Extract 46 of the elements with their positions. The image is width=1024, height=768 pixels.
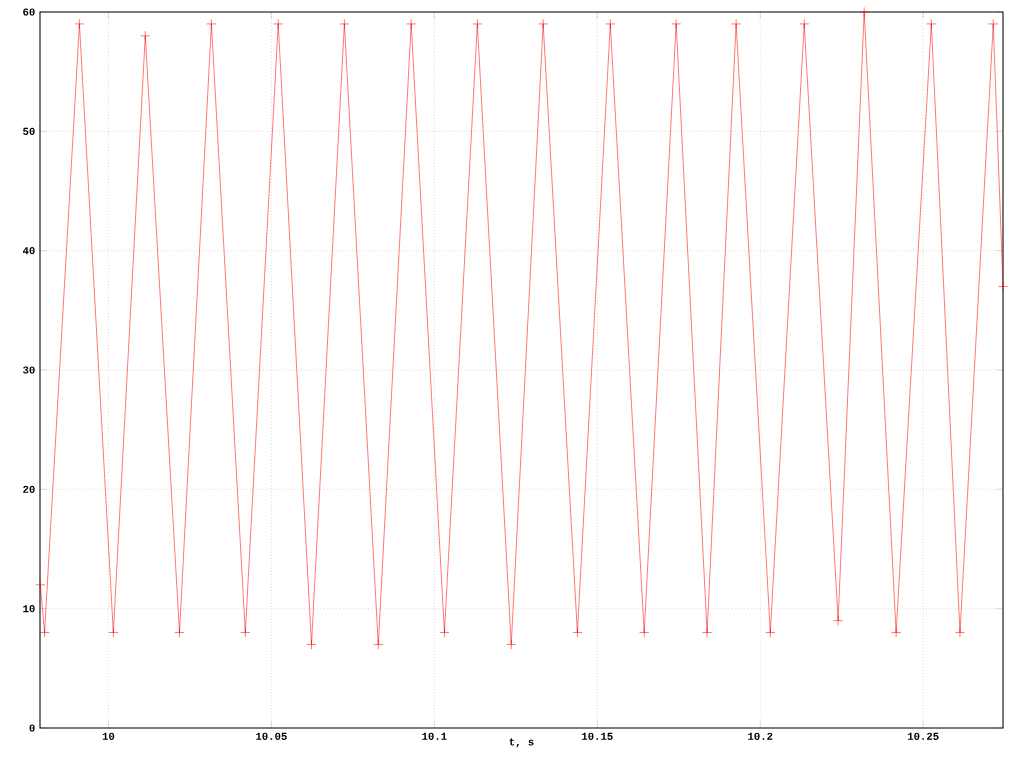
point <box>765 627 776 638</box>
y-tick-label: 10 <box>23 605 35 613</box>
point <box>891 627 902 638</box>
point <box>406 19 417 29</box>
point <box>955 627 965 638</box>
y-tick-label: 60 <box>23 8 35 16</box>
point <box>988 19 999 29</box>
y-tick-label: 50 <box>23 127 35 135</box>
point <box>108 627 119 638</box>
point <box>605 19 616 29</box>
point <box>240 627 251 638</box>
point <box>799 19 810 29</box>
point <box>174 627 185 638</box>
point <box>39 627 50 638</box>
point <box>306 639 317 650</box>
x-tick-label: 10.2 <box>748 732 773 740</box>
x-tick-label: 10.15 <box>582 732 613 740</box>
point <box>206 19 217 29</box>
point <box>472 19 483 29</box>
point <box>859 7 870 17</box>
x-axis-title: t, s <box>509 738 534 748</box>
point <box>273 19 284 29</box>
point <box>439 627 450 638</box>
point <box>140 30 151 41</box>
point <box>506 639 517 650</box>
x-tick-label: 10.05 <box>256 732 287 740</box>
point <box>639 627 650 638</box>
y-tick-label: 40 <box>22 247 35 255</box>
point <box>671 19 682 29</box>
point <box>339 19 350 29</box>
x-tick-label: 10 <box>102 732 115 740</box>
point <box>998 281 1008 292</box>
x-tick-label: 10.1 <box>422 732 447 740</box>
point <box>572 627 583 638</box>
x-tick-label: 10.25 <box>907 732 939 740</box>
y-tick-label: 0 <box>29 724 35 732</box>
point <box>373 639 384 650</box>
point <box>702 627 713 638</box>
point <box>926 19 937 29</box>
y-tick-label: 30 <box>23 366 35 374</box>
y-tick-label: 20 <box>23 485 35 493</box>
point <box>731 19 742 29</box>
point <box>538 19 549 29</box>
point <box>833 615 844 626</box>
point <box>35 579 46 590</box>
point <box>74 19 85 29</box>
